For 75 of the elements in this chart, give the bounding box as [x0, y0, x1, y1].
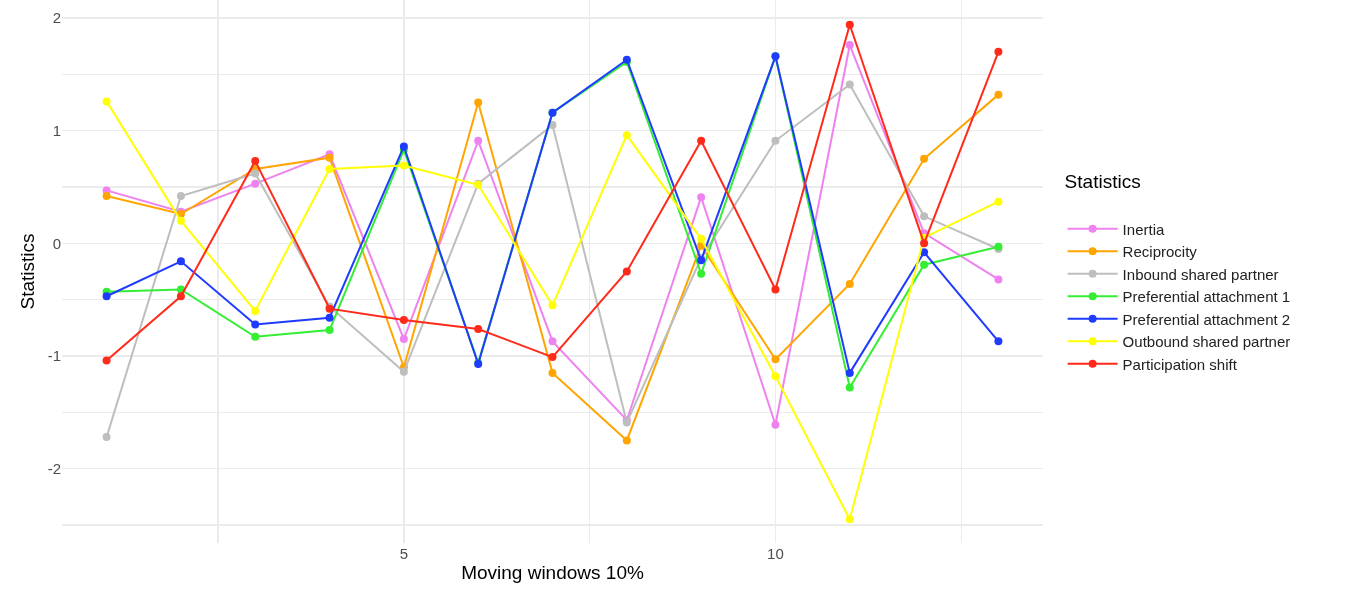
point [325, 326, 334, 335]
point [251, 320, 260, 329]
point [548, 353, 557, 362]
point [920, 248, 929, 257]
y-tick-label: 0 [52, 234, 61, 252]
point [622, 436, 631, 445]
point [771, 136, 780, 145]
point [176, 216, 185, 225]
legend-label: Preferential attachment 1 [1122, 288, 1291, 305]
x-tick-label: 5 [399, 545, 409, 562]
point [845, 368, 854, 377]
point [548, 368, 557, 377]
point [845, 515, 854, 524]
point [697, 269, 706, 278]
legend-label: Outbound shared partner [1122, 333, 1291, 350]
point [548, 337, 557, 346]
point [325, 313, 334, 322]
point [622, 267, 631, 276]
point [548, 301, 557, 310]
point [771, 420, 780, 429]
point [251, 169, 260, 178]
point [102, 433, 111, 442]
point [102, 97, 111, 106]
legend-label: Reciprocity [1122, 243, 1198, 260]
point [920, 239, 929, 248]
point [251, 157, 260, 166]
x-axis-title: Moving windows 10% [461, 561, 644, 583]
point [920, 212, 929, 221]
point [474, 98, 483, 107]
point [994, 197, 1003, 206]
legend-label: Participation shift [1122, 355, 1238, 373]
point [176, 192, 185, 201]
point [845, 383, 854, 392]
point [399, 161, 408, 170]
point [251, 306, 260, 315]
point [325, 164, 334, 173]
legend-label: Preferential attachment 2 [1122, 310, 1291, 328]
legend-title: Statistics [1064, 170, 1141, 192]
point [474, 136, 483, 145]
point [845, 80, 854, 89]
point [102, 192, 111, 201]
point [845, 279, 854, 288]
point [102, 356, 111, 365]
y-tick-label: -1 [47, 347, 61, 365]
legend-label: Inbound shared partner [1122, 265, 1279, 283]
point [622, 131, 631, 140]
point [994, 90, 1003, 99]
point [994, 47, 1003, 56]
point [771, 355, 780, 364]
point [251, 179, 260, 188]
point [251, 332, 260, 341]
point [994, 337, 1003, 346]
point [771, 285, 780, 294]
point [474, 324, 483, 333]
legend-label: Inertia [1122, 220, 1165, 238]
x-tick-label: 10 [767, 545, 784, 562]
point [399, 335, 408, 344]
point [697, 193, 706, 202]
y-tick-label: 1 [52, 121, 61, 139]
point [920, 154, 929, 163]
point [399, 315, 408, 324]
point [102, 292, 111, 301]
point [697, 234, 706, 243]
point [399, 367, 408, 376]
point [176, 257, 185, 266]
point [176, 292, 185, 301]
y-tick-label: 2 [52, 9, 61, 27]
point [994, 275, 1003, 284]
point [845, 41, 854, 50]
point [920, 260, 929, 269]
point [845, 20, 854, 29]
y-axis-title: Statistics [16, 233, 38, 310]
y-tick-label: -2 [47, 459, 61, 477]
point [771, 372, 780, 381]
point [697, 136, 706, 145]
